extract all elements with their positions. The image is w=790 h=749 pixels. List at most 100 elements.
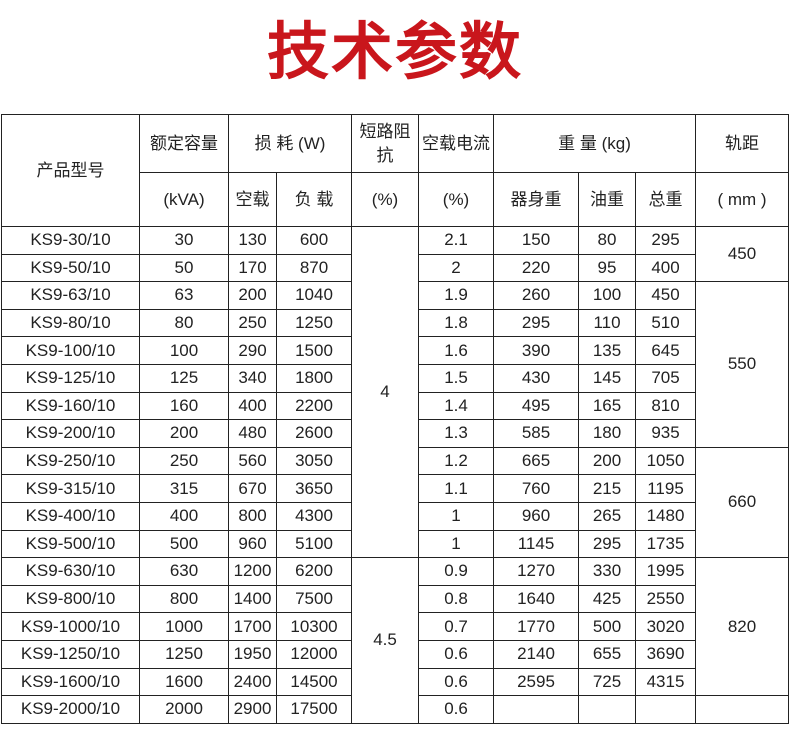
table-row: KS9-800/10 800 1400 7500 0.8 1640 425 2550 — [1, 584, 789, 614]
cell-weight-oil: 725 — [578, 667, 637, 697]
cell-weight-body: 960 — [493, 501, 580, 531]
cell-impedance: 4 — [351, 225, 420, 559]
cell-gauge — [695, 695, 790, 724]
header-weight-total: 总重 — [635, 172, 697, 227]
cell-weight-body: 430 — [493, 363, 580, 393]
cell-noload-current: 0.6 — [418, 695, 495, 724]
cell-model: KS9-63/10 — [1, 281, 140, 310]
header-capacity-unit: (kVA) — [139, 172, 229, 227]
cell-model: KS9-2000/10 — [1, 695, 140, 724]
cell-gauge: 450 — [695, 225, 790, 283]
cell-capacity: 50 — [139, 253, 229, 283]
cell-weight-total: 4315 — [635, 667, 697, 697]
header-weight-body: 器身重 — [493, 172, 580, 227]
cell-capacity: 400 — [139, 501, 229, 531]
cell-noload-current: 1.4 — [418, 391, 495, 421]
header-model: 产品型号 — [1, 114, 140, 227]
cell-load-loss: 10300 — [275, 612, 353, 641]
header-noload-current-unit: (%) — [418, 172, 495, 227]
table-row: KS9-30/10 30 130 600 4 2.1 150 80 295 450 — [1, 225, 790, 559]
cell-model: KS9-630/10 — [1, 557, 140, 586]
cell-weight-total: 2550 — [635, 584, 697, 614]
cell-weight-oil: 145 — [578, 363, 637, 393]
cell-noload-current: 1.5 — [418, 363, 495, 393]
cell-weight-oil: 500 — [578, 612, 637, 641]
cell-noload-loss: 2900 — [228, 695, 277, 724]
cell-weight-body: 760 — [493, 474, 580, 503]
cell-model: KS9-1250/10 — [1, 639, 140, 669]
cell-noload-loss: 290 — [228, 336, 277, 365]
cell-noload-current: 1.3 — [418, 419, 495, 448]
table-row: KS9-200/10 200 480 2600 1.3 585 180 935 — [1, 419, 789, 448]
cell-load-loss: 4300 — [275, 501, 353, 531]
cell-weight-body: 495 — [493, 391, 580, 421]
cell-weight-total: 810 — [635, 391, 697, 421]
cell-weight-oil: 165 — [578, 391, 637, 421]
cell-weight-body: 1770 — [493, 612, 580, 641]
cell-model: KS9-250/10 — [1, 446, 140, 476]
cell-weight-body: 1145 — [493, 529, 580, 559]
cell-load-loss: 2200 — [275, 391, 353, 421]
cell-load-loss: 6200 — [275, 557, 353, 586]
cell-noload-current: 0.8 — [418, 584, 495, 614]
cell-weight-total: 3690 — [635, 639, 697, 669]
cell-load-loss: 14500 — [275, 667, 353, 697]
cell-noload-loss: 250 — [228, 308, 277, 338]
cell-model: KS9-125/10 — [1, 363, 140, 393]
cell-noload-loss: 800 — [228, 501, 277, 531]
cell-weight-oil: 425 — [578, 584, 637, 614]
cell-model: KS9-800/10 — [1, 584, 140, 614]
cell-gauge: 820 — [695, 557, 790, 697]
cell-weight-oil: 95 — [578, 253, 637, 283]
cell-weight-total: 1995 — [635, 557, 697, 586]
header-impedance-unit: (%) — [351, 172, 420, 227]
cell-capacity: 125 — [139, 363, 229, 393]
cell-noload-current: 2 — [418, 253, 495, 283]
cell-load-loss: 5100 — [275, 529, 353, 559]
table-row: KS9-1600/10 1600 2400 14500 0.6 2595 725 4315 — [1, 667, 789, 697]
cell-weight-total: 935 — [635, 419, 697, 448]
cell-noload-loss: 960 — [228, 529, 277, 559]
cell-capacity: 500 — [139, 529, 229, 559]
header-noload-current: 空载电流 — [418, 114, 495, 173]
cell-model: KS9-500/10 — [1, 529, 140, 559]
cell-model: KS9-30/10 — [1, 226, 140, 255]
cell-model: KS9-80/10 — [1, 308, 140, 338]
cell-weight-total: 1050 — [635, 446, 697, 476]
cell-weight-body: 295 — [493, 308, 580, 338]
cell-noload-current: 0.7 — [418, 612, 495, 641]
cell-weight-oil: 180 — [578, 419, 637, 448]
cell-load-loss: 1500 — [275, 336, 353, 365]
cell-weight-total: 645 — [635, 336, 697, 365]
cell-noload-loss: 480 — [228, 419, 277, 448]
cell-weight-oil: 110 — [578, 308, 637, 338]
cell-load-loss: 12000 — [275, 639, 353, 669]
cell-capacity: 100 — [139, 336, 229, 365]
cell-weight-total: 705 — [635, 363, 697, 393]
cell-weight-body: 390 — [493, 336, 580, 365]
header-loss-noload: 空载 — [228, 172, 277, 227]
cell-noload-loss: 340 — [228, 363, 277, 393]
cell-weight-total: 3020 — [635, 612, 697, 641]
cell-noload-current: 0.6 — [418, 639, 495, 669]
cell-model: KS9-1600/10 — [1, 667, 140, 697]
cell-capacity: 80 — [139, 308, 229, 338]
cell-noload-current: 2.1 — [418, 226, 495, 255]
cell-capacity: 1600 — [139, 667, 229, 697]
cell-load-loss: 1040 — [275, 281, 353, 310]
cell-weight-oil: 135 — [578, 336, 637, 365]
cell-weight-oil: 655 — [578, 639, 637, 669]
cell-noload-loss: 670 — [228, 474, 277, 503]
cell-model: KS9-200/10 — [1, 419, 140, 448]
cell-noload-current: 1.1 — [418, 474, 495, 503]
cell-noload-current: 0.9 — [418, 557, 495, 586]
cell-noload-loss: 1400 — [228, 584, 277, 614]
cell-weight-total: 1195 — [635, 474, 697, 503]
cell-noload-current: 1.6 — [418, 336, 495, 365]
cell-load-loss: 2600 — [275, 419, 353, 448]
table-row: KS9-315/10 315 670 3650 1.1 760 215 1195 — [1, 474, 789, 503]
cell-capacity: 630 — [139, 557, 229, 586]
cell-impedance: 4.5 — [351, 557, 420, 724]
cell-weight-total: 295 — [635, 226, 697, 255]
spec-table: 产品型号 额定容量 损 耗 (W) 短路阻抗 空载电流 重 量 (kg) 轨距 … — [1, 114, 790, 724]
